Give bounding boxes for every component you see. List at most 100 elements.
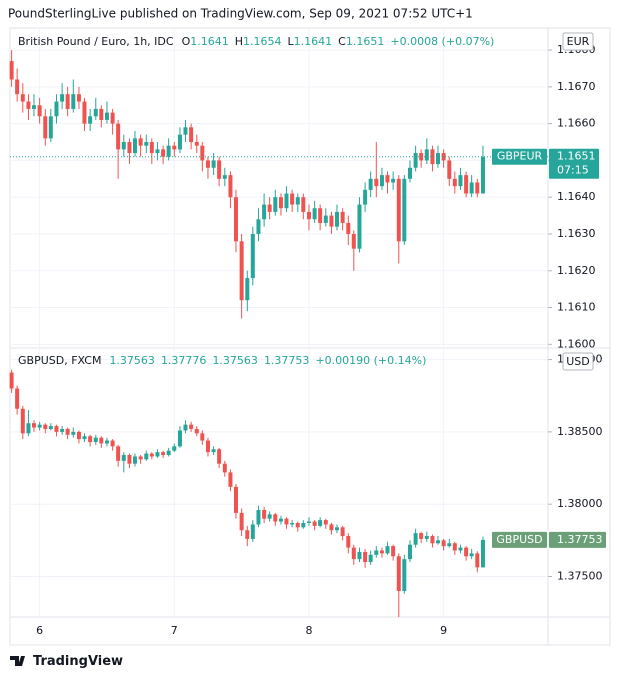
candle-body <box>379 550 384 554</box>
candle-body <box>419 533 424 539</box>
candle-body <box>222 463 227 473</box>
candle-body <box>99 108 104 120</box>
candle-body <box>306 211 311 220</box>
candle-body <box>71 431 76 435</box>
candle-body <box>172 446 177 451</box>
candle-body <box>469 182 474 194</box>
candle-body <box>239 241 244 301</box>
candle-body <box>379 175 384 187</box>
candle-body <box>323 215 328 223</box>
candle-body <box>110 112 115 124</box>
y-tick-label: 1.37500 <box>557 570 603 583</box>
candle-body <box>351 547 356 560</box>
candle-body <box>48 116 53 139</box>
candle-body <box>452 178 457 187</box>
candle-body <box>65 428 70 435</box>
candle-body <box>278 518 283 522</box>
candle-body <box>290 522 295 525</box>
candle-body <box>363 551 368 563</box>
candle-body <box>284 193 289 209</box>
candle-body <box>205 160 210 168</box>
y-tick-label: 1.38500 <box>557 425 603 438</box>
candle-body <box>177 430 182 447</box>
legend-item: 1.1641 <box>294 35 333 48</box>
candle-body <box>413 533 418 545</box>
legend-item: L <box>288 35 295 48</box>
candle-body <box>435 153 440 165</box>
candle-body <box>368 554 373 563</box>
symbol-badge <box>492 531 547 548</box>
candle-body <box>312 208 317 220</box>
candle-body <box>48 426 53 429</box>
legend-item: 1.37563 <box>109 354 155 367</box>
candle-body <box>65 94 70 109</box>
candle-body <box>256 219 261 234</box>
legend-item: O <box>182 35 191 48</box>
x-tick-label: 7 <box>171 624 178 637</box>
candle-body <box>172 145 177 150</box>
candle-body <box>155 149 160 154</box>
candle-body <box>430 536 435 544</box>
candle-body <box>245 530 250 539</box>
candle-body <box>368 178 373 190</box>
candle-body <box>20 408 25 434</box>
candle-body <box>60 94 65 102</box>
candle-body <box>250 524 255 539</box>
candle-body <box>435 540 440 544</box>
candle-body <box>239 512 244 531</box>
candle-body <box>71 94 76 109</box>
candle-body <box>458 547 463 551</box>
currency-badge <box>562 352 594 371</box>
candle-body <box>273 197 278 212</box>
candle-body <box>278 197 283 209</box>
candle-body <box>194 428 199 434</box>
candle-body <box>20 94 25 102</box>
candle-body <box>250 233 255 279</box>
candle-body <box>177 134 182 150</box>
candle-body <box>189 424 194 429</box>
candle-body <box>132 138 137 154</box>
candle-body <box>407 544 412 560</box>
candle-body <box>138 138 143 146</box>
symbol-label: GBPEUR <box>497 150 543 163</box>
candle-body <box>54 426 59 432</box>
logo-icon <box>10 656 25 666</box>
x-tick-label: 9 <box>440 624 447 637</box>
candle-body <box>256 509 261 525</box>
candle-body <box>15 79 20 95</box>
candle-body <box>127 455 132 464</box>
candle-body <box>480 539 485 568</box>
candle-body <box>233 486 238 513</box>
candle-body <box>374 550 379 555</box>
candle-body <box>385 546 390 554</box>
candle-body <box>329 524 334 531</box>
candle-body <box>217 449 222 464</box>
candle-body <box>233 197 238 242</box>
candle-body <box>357 551 362 560</box>
price-badge <box>549 531 606 548</box>
legend-item: 1.37776 <box>161 354 207 367</box>
candle-body <box>93 108 98 117</box>
candle-body <box>149 453 154 457</box>
candle-body <box>284 518 289 525</box>
candle-body <box>54 101 59 117</box>
candle-body <box>430 149 435 165</box>
candle-body <box>391 178 396 183</box>
candle-body <box>88 436 93 443</box>
candle-body <box>469 553 474 557</box>
x-tick-label: 6 <box>36 624 43 637</box>
y-tick-label: 1.1630 <box>557 227 596 240</box>
currency-label: USD <box>566 355 590 368</box>
candle-body <box>464 547 469 557</box>
candle-body <box>346 222 351 234</box>
y-tick-label: 1.1620 <box>557 264 596 277</box>
candle-body <box>99 437 104 444</box>
candle-body <box>306 521 311 523</box>
candle-body <box>82 101 87 124</box>
candle-body <box>346 536 351 548</box>
candle-body <box>222 175 227 179</box>
candle-body <box>323 520 328 525</box>
candle-body <box>37 105 42 117</box>
frame <box>9 27 611 646</box>
